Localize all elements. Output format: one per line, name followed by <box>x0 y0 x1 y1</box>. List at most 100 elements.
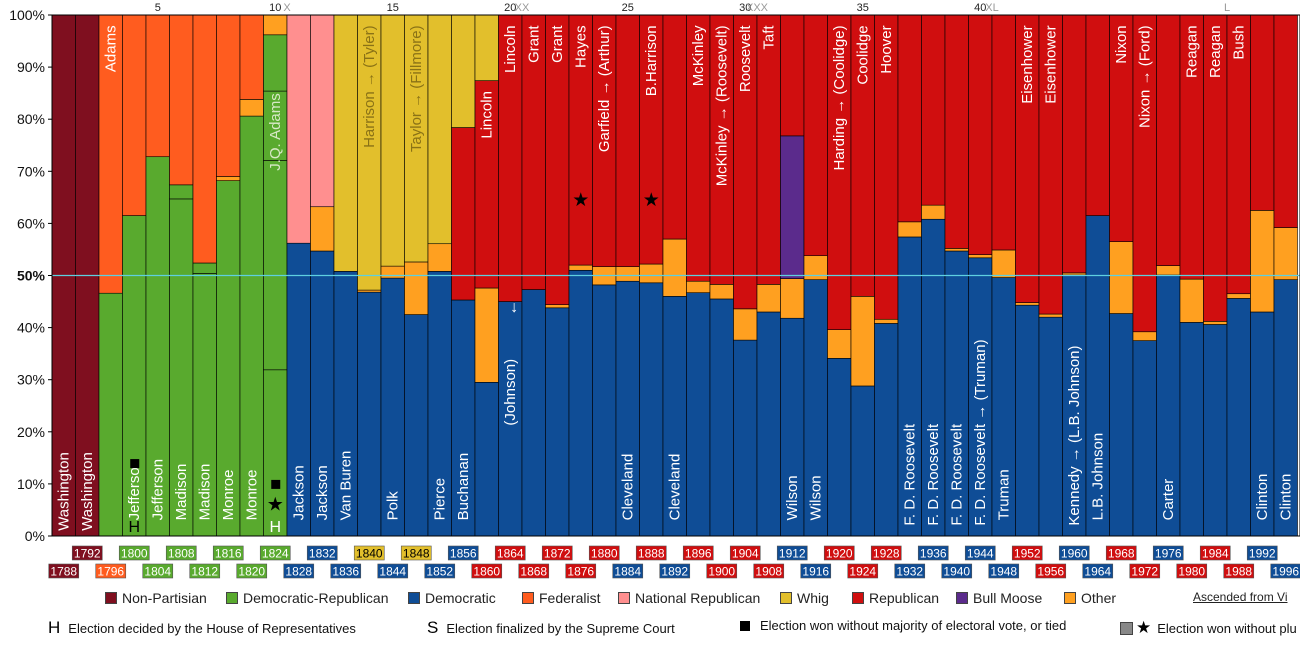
top-number: 15 <box>387 2 399 14</box>
year-box-1808 <box>165 545 197 561</box>
year-box-1936 <box>917 545 949 561</box>
year-box-1980 <box>1176 563 1208 579</box>
year-label-1976: 1976 <box>1155 547 1182 561</box>
year-box-1972 <box>1129 563 1161 579</box>
top-number: 5 <box>155 2 161 14</box>
bar-segment-1872-0 <box>545 307 570 537</box>
year-box-1800 <box>118 545 150 561</box>
year-label-1820: 1820 <box>238 565 265 579</box>
year-box-1992 <box>1246 545 1278 561</box>
bar-segment-1880-0 <box>592 284 617 537</box>
gray-square-icon <box>1120 621 1133 635</box>
ascended-note[interactable]: Ascended from Vi <box>1193 590 1288 604</box>
bar-segment-1824-4 <box>263 14 288 36</box>
bar-segment-1900-1 <box>709 284 734 300</box>
candidate-name-1944: F. D. Roosevelt → (Truman) <box>972 339 989 525</box>
candidate-name-1948: Truman <box>996 469 1013 520</box>
successor-name: (Johnson) <box>502 359 519 426</box>
y-tick-label: 50% <box>17 268 46 284</box>
bar-segment-1816-1 <box>216 176 241 181</box>
court-symbol: S <box>427 618 439 637</box>
candidate-name-1892: Cleveland <box>667 454 684 521</box>
year-label-1972: 1972 <box>1131 565 1158 579</box>
bar-segment-1972-0 <box>1132 340 1157 537</box>
year-box-1968 <box>1105 545 1137 561</box>
legend-label: Whig <box>797 590 829 606</box>
bar-segment-1876-1 <box>568 264 593 271</box>
candidate-name-1872: Grant <box>549 25 566 63</box>
year-label-1788: 1788 <box>50 565 77 579</box>
candidate-name-1920: Harding → (Coolidge) <box>831 25 848 170</box>
candidate-name-1988: Bush <box>1231 25 1248 59</box>
year-label-1876: 1876 <box>567 565 594 579</box>
year-box-1960 <box>1058 545 1090 561</box>
star-icon: ★ <box>1136 618 1152 637</box>
bar-segment-1872-1 <box>545 304 570 309</box>
year-label-1888: 1888 <box>638 547 665 561</box>
top-number: 40 <box>974 2 986 14</box>
year-label-1928: 1928 <box>873 547 900 561</box>
legend-item-d: Democratic <box>408 590 496 606</box>
year-label-1988: 1988 <box>1225 565 1252 579</box>
year-box-1964 <box>1082 563 1114 579</box>
bar-segment-1888-0 <box>639 282 664 537</box>
candidate-name-1904: Roosevelt <box>737 25 754 93</box>
year-box-1828 <box>283 563 315 579</box>
year-label-1944: 1944 <box>967 547 994 561</box>
year-label-1836: 1836 <box>332 565 359 579</box>
year-box-1900 <box>706 563 738 579</box>
bar-segment-1992-2 <box>1250 14 1275 211</box>
candidate-name-1796: Adams <box>103 25 120 72</box>
bar-segment-1952-1 <box>1015 302 1040 306</box>
year-box-1816 <box>212 545 244 561</box>
year-box-1884 <box>612 563 644 579</box>
year-label-1908: 1908 <box>755 565 782 579</box>
year-label-1848: 1848 <box>403 547 430 561</box>
election-chart: 0% 10% 20% 30% 40% 50% 60% 70% 80% 90% 100% 5 10 15 20… <box>9 2 1300 579</box>
year-label-1956: 1956 <box>1037 565 1064 579</box>
square-icon <box>740 620 750 631</box>
bar-segment-1852-2 <box>427 14 452 245</box>
bar-segment-1948-2 <box>991 14 1016 251</box>
year-box-1876 <box>565 563 597 579</box>
year-box-1856 <box>447 545 479 561</box>
year-box-1888 <box>635 545 667 561</box>
year-label-1932: 1932 <box>896 565 923 579</box>
house-marker: H <box>269 519 281 536</box>
year-label-1968: 1968 <box>1108 547 1135 561</box>
candidate-name-1828: Jackson <box>291 465 308 520</box>
y-tick-label: 100% <box>9 7 45 23</box>
bar-segment-1876-0 <box>568 269 593 537</box>
year-label-1796: 1796 <box>97 565 124 579</box>
candidate-name-1992: Clinton <box>1254 474 1271 521</box>
bar-segment-1956-1 <box>1038 313 1063 318</box>
bar-segment-1824-3 <box>263 34 288 92</box>
year-label-1824: 1824 <box>262 547 289 561</box>
year-label-1844: 1844 <box>379 565 406 579</box>
candidate-name-1900: McKinley → (Roosevelt) <box>714 25 731 186</box>
candidate-name-1836: Van Buren <box>338 451 355 521</box>
candidate-name-1840: Harrison → (Tyler) <box>361 25 378 148</box>
candidate-name-1876: Hayes <box>573 25 590 68</box>
year-box-1976 <box>1152 545 1184 561</box>
candidate-name-1812: Madison <box>197 464 214 521</box>
year-label-1792: 1792 <box>74 547 101 561</box>
year-box-1916 <box>800 563 832 579</box>
bar-segment-1928-0 <box>874 323 899 537</box>
y-tick-label: 0% <box>25 528 45 544</box>
legend-swatch <box>780 592 792 604</box>
bar-segment-1944-1 <box>968 254 993 259</box>
bar-segment-1840-1 <box>357 289 382 293</box>
bar-segment-1932-2 <box>897 14 922 223</box>
year-box-1824 <box>259 545 291 561</box>
legend-item-np: Non-Partisian <box>105 590 207 606</box>
year-label-1992: 1992 <box>1249 547 1276 561</box>
legend-label: Non-Partisian <box>122 590 207 606</box>
year-box-1920 <box>823 545 855 561</box>
year-box-1948 <box>988 563 1020 579</box>
bar-segment-1832-1 <box>310 206 335 252</box>
legend-item-bm: Bull Moose <box>956 590 1042 606</box>
house-symbol: H <box>48 618 61 637</box>
bar-segment-1944-2 <box>968 14 993 255</box>
legend-swatch <box>408 592 420 604</box>
